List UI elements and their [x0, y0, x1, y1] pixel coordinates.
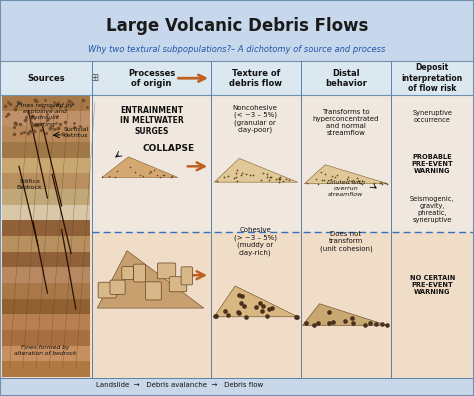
FancyBboxPatch shape: [0, 61, 474, 95]
Text: Deposit
interpretation
of flow risk: Deposit interpretation of flow risk: [401, 63, 463, 93]
FancyBboxPatch shape: [98, 282, 117, 298]
Text: Fines removed by
explosive and
hydraulic
sorting: Fines removed by explosive and hydraulic…: [17, 103, 73, 127]
FancyBboxPatch shape: [2, 158, 90, 173]
FancyBboxPatch shape: [122, 267, 134, 280]
Text: Distal
behavior: Distal behavior: [325, 69, 367, 88]
FancyBboxPatch shape: [2, 95, 90, 111]
FancyBboxPatch shape: [2, 142, 90, 158]
FancyBboxPatch shape: [0, 0, 474, 61]
FancyBboxPatch shape: [0, 232, 474, 378]
Text: Large Volcanic Debris Flows: Large Volcanic Debris Flows: [106, 17, 368, 35]
Text: Fines formed by
alteration of bedrock: Fines formed by alteration of bedrock: [14, 345, 76, 356]
Text: Processes
of origin: Processes of origin: [128, 69, 175, 88]
FancyBboxPatch shape: [2, 95, 90, 377]
Text: Surficial
detritus: Surficial detritus: [64, 127, 89, 138]
FancyBboxPatch shape: [2, 111, 90, 126]
FancyBboxPatch shape: [2, 330, 90, 346]
Text: Landslide  →   Debris avalanche  →   Debris flow: Landslide → Debris avalanche → Debris fl…: [97, 382, 264, 388]
FancyBboxPatch shape: [2, 205, 90, 220]
Text: NO CERTAIN
PRE-EVENT
WARNING: NO CERTAIN PRE-EVENT WARNING: [410, 275, 455, 295]
Text: Cohesive
(> ~3 – 5%)
(muddy or
clay-rich): Cohesive (> ~3 – 5%) (muddy or clay-rich…: [234, 227, 276, 256]
FancyBboxPatch shape: [134, 264, 146, 282]
FancyBboxPatch shape: [169, 277, 187, 292]
FancyBboxPatch shape: [2, 299, 90, 314]
Text: Does not
transform
(unit cohesion): Does not transform (unit cohesion): [319, 231, 373, 252]
FancyBboxPatch shape: [2, 173, 90, 189]
Text: Diluted with
overrun
streamflow: Diluted with overrun streamflow: [327, 180, 365, 197]
Text: Texture of
debris flow: Texture of debris flow: [229, 69, 283, 88]
FancyBboxPatch shape: [2, 220, 90, 236]
Text: Sources: Sources: [27, 74, 65, 83]
FancyBboxPatch shape: [2, 126, 90, 142]
Text: Syneruptive
occurrence: Syneruptive occurrence: [412, 110, 452, 123]
FancyBboxPatch shape: [2, 283, 90, 299]
Polygon shape: [102, 157, 178, 177]
Text: ENTRAINMENT
IN MELTWATER
SURGES: ENTRAINMENT IN MELTWATER SURGES: [120, 106, 183, 136]
FancyBboxPatch shape: [2, 361, 90, 377]
FancyBboxPatch shape: [2, 267, 90, 283]
Polygon shape: [302, 304, 388, 326]
FancyBboxPatch shape: [0, 95, 474, 232]
FancyBboxPatch shape: [2, 252, 90, 267]
FancyBboxPatch shape: [146, 282, 161, 300]
FancyBboxPatch shape: [2, 314, 90, 330]
FancyBboxPatch shape: [2, 236, 90, 252]
FancyBboxPatch shape: [2, 189, 90, 205]
Text: ⊞: ⊞: [90, 73, 98, 83]
FancyBboxPatch shape: [110, 280, 125, 294]
Text: Noncohesive
(< ~3 – 5%)
(granular or
clay-poor): Noncohesive (< ~3 – 5%) (granular or cla…: [233, 105, 277, 133]
Polygon shape: [214, 286, 298, 317]
Polygon shape: [214, 158, 298, 182]
Text: Transforms to
hyperconcentrated
and normal
streamflow: Transforms to hyperconcentrated and norm…: [313, 109, 379, 136]
Text: Seismogenic,
gravity,
phreatic,
syneruptive: Seismogenic, gravity, phreatic, synerupt…: [410, 196, 455, 223]
FancyBboxPatch shape: [2, 346, 90, 361]
Polygon shape: [97, 251, 204, 308]
Text: Why two textural subpopulations?– A dichotomy of source and process: Why two textural subpopulations?– A dich…: [88, 45, 386, 54]
FancyBboxPatch shape: [181, 267, 192, 285]
Text: PROBABLE
PRE-EVENT
WARNING: PROBABLE PRE-EVENT WARNING: [411, 154, 453, 174]
Text: Edifice
Bedrock: Edifice Bedrock: [17, 179, 42, 190]
Polygon shape: [304, 165, 388, 184]
FancyBboxPatch shape: [157, 263, 176, 279]
Text: COLLAPSE: COLLAPSE: [142, 144, 194, 153]
